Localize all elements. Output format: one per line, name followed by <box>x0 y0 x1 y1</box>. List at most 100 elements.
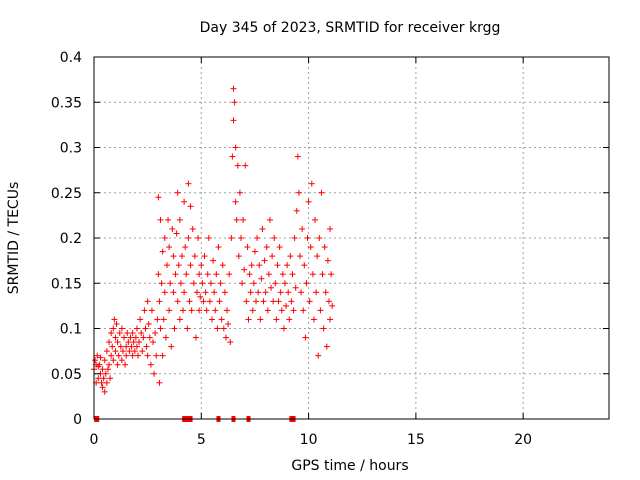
data-point <box>112 348 119 355</box>
data-point <box>123 343 130 350</box>
data-point <box>265 271 272 278</box>
data-point <box>137 316 144 323</box>
data-point <box>284 262 291 269</box>
data-point <box>300 307 307 314</box>
data-point <box>147 361 154 368</box>
data-point <box>262 289 269 296</box>
data-point <box>176 216 183 223</box>
data-point <box>277 289 284 296</box>
data-point <box>215 244 222 251</box>
data-point <box>177 280 184 287</box>
data-point <box>216 298 223 305</box>
data-point <box>144 352 151 359</box>
data-point <box>280 325 287 332</box>
x-tick-label: 5 <box>197 432 206 448</box>
data-point <box>194 289 200 296</box>
data-point <box>143 343 150 350</box>
data-point <box>178 253 185 260</box>
data-point <box>211 289 218 296</box>
data-point <box>242 162 249 169</box>
data-point <box>327 225 334 232</box>
data-point <box>161 289 168 296</box>
data-point <box>112 334 119 341</box>
data-point <box>110 325 117 332</box>
data-point <box>175 262 182 269</box>
data-point <box>156 379 163 386</box>
data-point <box>103 348 110 355</box>
data-point <box>303 280 310 287</box>
data-point <box>274 262 281 269</box>
data-point <box>116 330 123 337</box>
data-point <box>299 225 306 232</box>
y-tick-label: 0.2 <box>60 231 82 247</box>
data-point <box>315 352 322 359</box>
data-point <box>239 280 246 287</box>
data-point <box>111 316 118 323</box>
data-point <box>104 366 111 373</box>
data-point <box>235 253 242 260</box>
data-point <box>225 320 232 327</box>
data-point <box>195 235 202 241</box>
data-point <box>170 253 177 260</box>
data-point <box>155 271 162 278</box>
data-point <box>133 343 140 350</box>
data-point <box>163 262 170 269</box>
data-point <box>133 325 140 332</box>
data-point <box>106 361 113 368</box>
data-point <box>144 298 151 305</box>
data-point <box>247 289 254 296</box>
data-point <box>205 235 212 241</box>
data-point <box>259 225 266 232</box>
data-point <box>181 198 188 205</box>
data-point <box>196 271 203 278</box>
data-point <box>266 216 273 223</box>
data-point <box>162 334 169 341</box>
data-point <box>250 280 257 287</box>
data-point <box>255 289 262 296</box>
data-point <box>293 207 300 214</box>
data-point <box>201 253 208 260</box>
data-point <box>273 316 280 323</box>
data-point <box>184 325 191 332</box>
data-point <box>249 307 256 314</box>
data-point <box>118 357 125 364</box>
data-point <box>207 280 214 287</box>
y-tick-label: 0.25 <box>51 186 82 202</box>
data-point <box>107 375 114 382</box>
data-point <box>231 99 238 106</box>
data-point <box>212 307 219 314</box>
data-point <box>279 271 286 278</box>
x-tick-label: 20 <box>514 432 532 448</box>
data-point <box>312 216 319 223</box>
data-point <box>94 352 101 359</box>
data-point <box>127 334 134 341</box>
data-point <box>316 235 323 241</box>
data-point <box>210 257 217 264</box>
data-point <box>101 357 108 364</box>
data-point <box>181 289 188 296</box>
data-point <box>313 289 320 296</box>
data-point <box>304 235 311 241</box>
data-point <box>257 316 264 323</box>
data-point <box>323 343 330 350</box>
data-point <box>119 348 126 355</box>
data-point <box>95 375 102 382</box>
data-point <box>128 343 135 350</box>
data-point <box>171 325 178 332</box>
axis-ticks <box>93 56 609 420</box>
data-point <box>134 352 141 359</box>
data-point <box>289 271 296 278</box>
data-point <box>229 153 236 160</box>
data-point <box>113 320 120 327</box>
data-point <box>157 216 164 223</box>
y-tick-label: 0 <box>73 412 82 428</box>
x-tick-label: 0 <box>90 432 99 448</box>
data-point <box>159 352 166 359</box>
data-point <box>199 280 206 287</box>
data-point <box>269 253 276 260</box>
data-point <box>123 352 130 359</box>
x-axis-label: GPS time / hours <box>291 458 408 474</box>
data-point <box>99 384 106 391</box>
data-point <box>232 144 239 151</box>
data-point <box>254 235 261 241</box>
